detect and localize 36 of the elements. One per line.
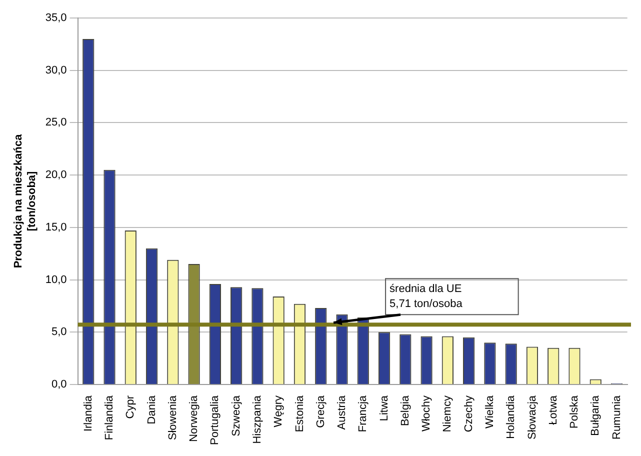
- x-tick-label: Austria: [336, 394, 348, 430]
- x-tick-label: Bułgaria: [590, 394, 602, 436]
- x-tick-label: Szwecja: [230, 394, 242, 436]
- x-tick-label: Słowacja: [526, 394, 538, 440]
- y-tick-label: 35,0: [45, 12, 67, 24]
- x-tick-label: Czechy: [462, 394, 475, 432]
- x-tick-label: Norwegia: [188, 394, 200, 442]
- ref-line-label: średnia dla UE 5,71 ton/osoba: [390, 283, 464, 310]
- x-tick-label: Irlandia: [82, 394, 94, 432]
- x-tick-label: Polska: [568, 394, 581, 428]
- x-tick-label: Finlandia: [104, 394, 116, 440]
- x-tick-label: Francja: [357, 394, 370, 432]
- x-tick-label: Portugalia: [209, 394, 222, 446]
- x-tick-label: Rumunia: [610, 394, 623, 440]
- y-tick-label: 20,0: [45, 169, 67, 182]
- y-tick-label: 10,0: [45, 274, 67, 286]
- x-tick-label: Wielka: [484, 394, 496, 428]
- y-tick-label: 5,0: [52, 326, 67, 338]
- x-tick-label: Estonia: [294, 394, 306, 432]
- x-tick-label: Cypr: [124, 395, 137, 419]
- x-tick-label: Słowenia: [166, 394, 179, 440]
- x-tick-label: Dania: [146, 394, 158, 424]
- x-tick-label: Niemcy: [442, 394, 454, 432]
- y-tick-label: 30,0: [45, 64, 67, 76]
- x-tick-label: Łotwa: [547, 394, 560, 425]
- y-tick-label: 15,0: [45, 221, 67, 234]
- x-tick-label: Belgia: [399, 394, 412, 426]
- x-tick-label: Grecja: [314, 394, 327, 428]
- y-tick-label: 25,0: [45, 116, 67, 129]
- x-tick-label: Włochy: [420, 394, 433, 432]
- y-tick-label: 0,0: [52, 378, 67, 390]
- y-axis-title: Produkcja na mieszkańca [ton/osoba]: [12, 133, 38, 268]
- x-tick-label: Litwa: [378, 394, 390, 422]
- x-tick-label: Hiszpania: [251, 394, 264, 444]
- x-tick-label: Węgry: [272, 394, 285, 428]
- x-tick-label: Holandia: [505, 394, 518, 439]
